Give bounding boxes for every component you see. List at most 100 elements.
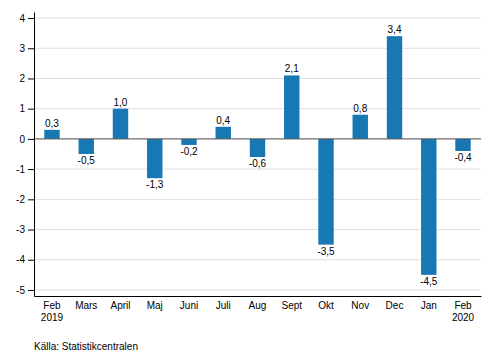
x-tick: Jan [421,300,437,311]
data-label: -1,3 [146,179,164,190]
y-tick: 1 [19,103,34,114]
chart-svg: -5-4-3-2-101234Feb2019MarsAprilMajJuniJu… [0,0,493,360]
x-tick-label: Juni [180,300,198,311]
bar [79,139,94,154]
x-tick-label-line: 2019 [41,312,64,323]
bar [181,139,196,145]
y-axis: -5 -4 -3 -2 -1 0 1 2 3 4 [16,13,34,297]
source-text: Källa: Statistikcentralen [34,341,138,352]
grid-line [34,48,481,49]
data-label: 0,8 [353,103,367,114]
bar [421,139,436,275]
x-tick: Okt [318,300,334,311]
data-label: -0,6 [249,158,267,169]
x-tick-label-line: Feb [454,300,472,311]
data-label: 1,0 [114,97,128,108]
x-tick-label: Juli [216,300,231,311]
bar [455,139,470,151]
x-axis-line [35,296,482,297]
x-axis: Feb2019MarsAprilMajJuniJuliAugSeptOktNov… [35,297,482,323]
x-tick-label-line: Dec [386,300,404,311]
y-tick: -1 [16,164,34,175]
bar [284,75,299,138]
data-label: -0,2 [180,146,198,157]
y-tick: -5 [16,285,34,296]
y-tick-label: 0 [19,134,25,145]
bar [250,139,265,157]
y-tick-label: 3 [19,43,25,54]
data-label: 0,4 [216,115,230,126]
x-tick-label: Maj [147,300,163,311]
y-tick: -4 [16,254,34,265]
bar [147,139,162,178]
x-tick-label: Aug [249,300,267,311]
y-tick-label: -5 [16,285,25,296]
x-tick-label: Feb2019 [41,300,64,323]
y-tick-label: 2 [19,73,25,84]
y-tick-mark [28,18,34,19]
y-tick-mark [28,230,34,231]
bars [44,36,470,275]
x-tick-label: April [110,300,130,311]
x-tick: Feb2020 [452,300,475,323]
data-label: 2,1 [285,63,299,74]
x-tick-label-line: Juni [180,300,198,311]
data-label: -0,5 [78,155,96,166]
y-tick-label: -1 [16,164,25,175]
x-tick: Maj [147,300,163,311]
y-tick-mark [28,139,34,140]
x-tick: Sept [281,300,302,311]
x-tick-label: Nov [351,300,369,311]
grid-line [34,259,481,260]
y-tick-mark [28,290,34,291]
x-tick-label-line: 2020 [452,312,475,323]
y-tick: 3 [19,43,34,54]
x-tick-label-line: Aug [249,300,267,311]
grid-line [34,108,481,109]
y-tick: -2 [16,194,34,205]
y-tick-mark [28,78,34,79]
data-labels: 0,3-0,51,0-1,3-0,20,4-0,62,1-3,50,83,4-4… [45,24,472,287]
x-tick-label: Mars [75,300,97,311]
grid-line [34,199,481,200]
x-tick-label-line: Okt [318,300,334,311]
y-tick-mark [28,260,34,261]
x-tick: Feb2019 [41,300,64,323]
y-tick: 2 [19,73,34,84]
y-tick-mark [28,109,34,110]
bar [318,139,333,245]
y-tick-label: 4 [19,13,25,24]
data-label: 0,3 [45,118,59,129]
grid-line [34,138,481,139]
grid-line [34,78,481,79]
x-tick: April [110,300,130,311]
x-tick: Mars [75,300,97,311]
data-label: -0,4 [454,152,472,163]
x-tick-label-line: Sept [281,300,302,311]
chart-container: -5-4-3-2-101234Feb2019MarsAprilMajJuniJu… [0,0,493,360]
y-tick: 4 [19,13,34,24]
x-tick-label-line: Mars [75,300,97,311]
x-tick-label: Jan [421,300,437,311]
y-tick-label: -4 [16,254,25,265]
grid-line [34,229,481,230]
grid [34,18,481,290]
x-tick: Aug [249,300,267,311]
y-tick: 0 [19,134,34,145]
bar [387,36,402,139]
y-tick: -3 [16,224,34,235]
x-tick-label-line: Feb [43,300,61,311]
grid-line [34,289,481,290]
y-tick-mark [28,48,34,49]
bar [353,115,368,139]
x-tick-label-line: Jan [421,300,437,311]
x-tick-label: Dec [386,300,404,311]
data-label: -4,5 [420,276,438,287]
x-tick-label: Sept [281,300,302,311]
y-tick-label: -2 [16,194,25,205]
x-tick-label: Feb2020 [452,300,475,323]
x-tick: Juni [180,300,198,311]
x-tick: Nov [351,300,369,311]
x-tick: Dec [386,300,404,311]
x-tick-label-line: Juli [216,300,231,311]
